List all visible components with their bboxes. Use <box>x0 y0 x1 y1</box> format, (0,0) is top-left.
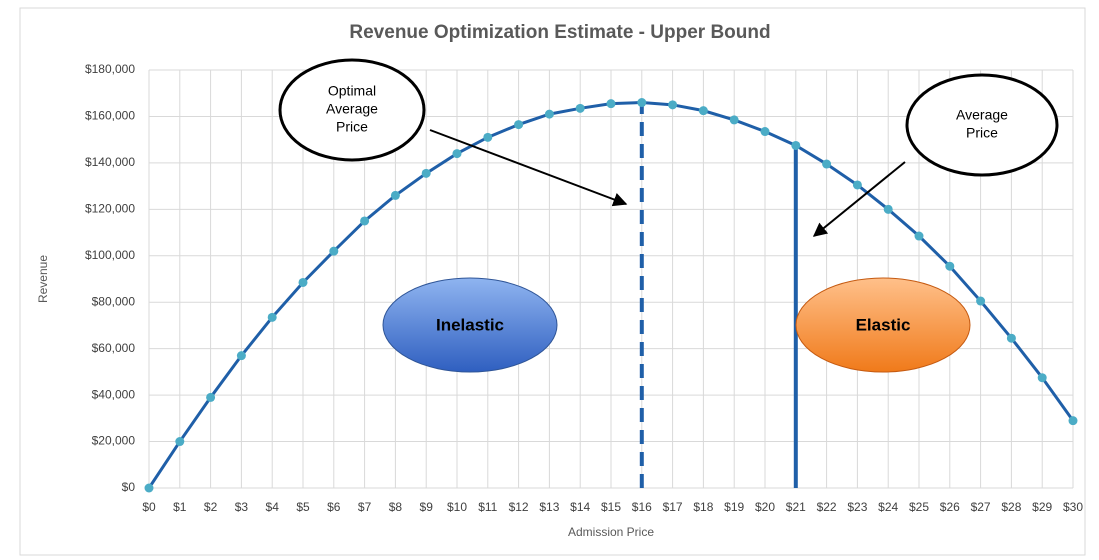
reference-lines <box>639 102 798 488</box>
data-point <box>175 437 185 447</box>
x-tick-label: $10 <box>447 500 467 514</box>
x-tick-label: $28 <box>1001 500 1021 514</box>
data-point <box>606 99 616 109</box>
callout-text: Optimal <box>328 83 376 99</box>
x-tick-label: $5 <box>296 500 310 514</box>
x-tick-label: $16 <box>632 500 652 514</box>
x-tick-label: $20 <box>755 500 775 514</box>
data-point <box>698 106 708 116</box>
y-axis-label: Revenue <box>36 255 50 303</box>
data-point <box>575 103 585 113</box>
plot <box>144 98 1078 493</box>
data-point <box>390 190 400 200</box>
data-point <box>668 100 678 110</box>
data-point <box>360 216 370 226</box>
x-tick-label: $15 <box>601 500 621 514</box>
y-tick-label: $100,000 <box>85 248 135 262</box>
y-tick-label: $120,000 <box>85 202 135 216</box>
callout-text: Price <box>336 119 368 135</box>
x-tick-label: $24 <box>878 500 898 514</box>
y-tick-label: $160,000 <box>85 109 135 123</box>
data-point <box>236 351 246 361</box>
data-point <box>760 127 770 137</box>
arrow <box>429 129 628 207</box>
data-point <box>883 204 893 214</box>
data-point <box>267 312 277 322</box>
x-tick-label: $21 <box>786 500 806 514</box>
chart-title: Revenue Optimization Estimate - Upper Bo… <box>349 22 770 43</box>
arrow <box>812 161 906 237</box>
x-tick-label: $9 <box>420 500 434 514</box>
x-tick-label: $6 <box>327 500 341 514</box>
x-tick-label: $22 <box>817 500 837 514</box>
x-tick-label: $0 <box>142 500 156 514</box>
data-point <box>914 231 924 241</box>
x-axis-label: Admission Price <box>568 525 654 539</box>
x-tick-label: $14 <box>570 500 590 514</box>
x-tick-label: $4 <box>266 500 280 514</box>
x-tick-label: $23 <box>847 500 867 514</box>
y-tick-label: $20,000 <box>92 434 136 448</box>
callout-bubble <box>278 58 426 162</box>
data-point <box>729 115 739 125</box>
data-point <box>976 296 986 306</box>
x-tick-label: $8 <box>389 500 403 514</box>
annotations: Optimal Average Price Average Price Inel… <box>278 58 1059 373</box>
data-point <box>852 180 862 190</box>
data-point <box>483 132 493 142</box>
x-tick-label: $13 <box>539 500 559 514</box>
x-tick-label: $30 <box>1063 500 1083 514</box>
region-label <box>795 277 971 373</box>
data-point <box>1037 373 1047 383</box>
x-tick-label: $2 <box>204 500 218 514</box>
region-text: Inelastic <box>436 315 504 334</box>
y-tick-label: $40,000 <box>92 387 136 401</box>
y-tick-label: $180,000 <box>85 62 135 76</box>
data-point <box>514 120 524 130</box>
y-tick-label: $140,000 <box>85 155 135 169</box>
data-point <box>1068 416 1078 426</box>
data-point <box>298 277 308 287</box>
callout-text: Average <box>326 101 378 117</box>
data-point <box>637 98 647 108</box>
data-point <box>206 392 216 402</box>
x-tick-label: $7 <box>358 500 372 514</box>
x-tick-label: $18 <box>693 500 713 514</box>
data-point <box>452 149 462 159</box>
y-tick-label: $0 <box>122 480 136 494</box>
callout-bubble <box>905 73 1059 177</box>
region-text: Elastic <box>856 315 911 334</box>
y-tick-label: $60,000 <box>92 341 136 355</box>
data-point <box>945 261 955 271</box>
x-tick-label: $1 <box>173 500 187 514</box>
x-tick-label: $25 <box>909 500 929 514</box>
data-point <box>421 168 431 178</box>
x-tick-label: $12 <box>509 500 529 514</box>
x-tick-label: $17 <box>663 500 683 514</box>
x-tick-label: $26 <box>940 500 960 514</box>
x-tick-label: $27 <box>971 500 991 514</box>
region-label <box>382 277 558 373</box>
data-point <box>1006 333 1016 343</box>
x-tick-label: $11 <box>478 500 497 514</box>
data-point <box>544 109 554 119</box>
data-point <box>329 246 339 256</box>
data-point <box>791 140 801 150</box>
callout-text: Price <box>966 125 998 141</box>
x-tick-label: $29 <box>1032 500 1052 514</box>
x-tick-label: $19 <box>724 500 744 514</box>
data-point <box>144 483 154 493</box>
y-tick-label: $80,000 <box>92 294 136 308</box>
callout-text: Average <box>956 107 1008 123</box>
data-point <box>822 159 832 169</box>
x-tick-label: $3 <box>235 500 249 514</box>
